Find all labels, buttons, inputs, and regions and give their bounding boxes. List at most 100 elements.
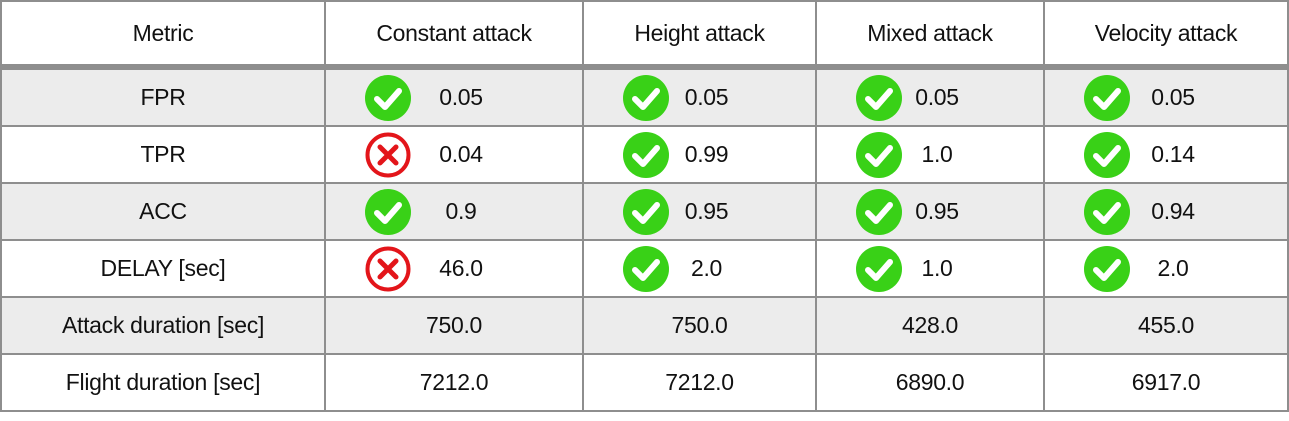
cell-mixed-attack: 1.0 [815,239,1045,298]
x-circle-icon [365,132,411,177]
cell-velocity-attack: 0.94 [1043,182,1289,241]
duration-value: 7212.0 [665,369,734,395]
status-cell: 0.9 [326,184,582,239]
check-circle-icon [623,245,669,292]
check-circle-icon [856,188,902,235]
cell-velocity-attack: 455.0 [1043,296,1289,355]
cell-mixed-attack: 6890.0 [815,353,1045,412]
metric-value: 0.05 [439,84,483,110]
cell-height-attack: 0.95 [582,182,817,241]
table-row: ACC 0.9 0.95 0.95 0.94 [0,182,1289,241]
cell-mixed-attack: 428.0 [815,296,1045,355]
row-label: DELAY [sec] [0,239,326,298]
cell-constant-attack: 7212.0 [324,353,584,412]
cell-height-attack: 7212.0 [582,353,817,412]
duration-value: 455.0 [1137,312,1195,338]
duration-value: 428.0 [901,312,959,338]
metric-value: 0.05 [684,84,729,110]
table-row: FPR 0.05 0.05 0.05 0.05 [0,66,1289,127]
header-metric: Metric [0,0,326,70]
table-row: TPR 0.04 0.99 1.0 0.14 [0,125,1289,184]
cell-constant-attack: 46.0 [324,239,584,298]
cell-height-attack: 0.99 [582,125,817,184]
status-cell: 0.05 [584,70,815,125]
status-cell: 0.04 [326,127,582,182]
cell-mixed-attack: 0.95 [815,182,1045,241]
check-circle-icon [623,74,669,121]
row-label: TPR [0,125,326,184]
x-circle-icon [365,246,411,291]
status-cell: 0.05 [1045,70,1287,125]
metric-value: 0.14 [1151,141,1195,167]
metric-value: 0.99 [684,141,729,167]
cell-constant-attack: 0.05 [324,66,584,127]
metric-value: 2.0 [1157,255,1189,281]
check-circle-icon [365,188,411,235]
check-circle-icon [1084,131,1130,178]
check-circle-icon [1084,74,1130,121]
metric-value: 0.95 [915,198,959,224]
cell-velocity-attack: 2.0 [1043,239,1289,298]
duration-value: 750.0 [425,312,483,338]
duration-value: 750.0 [671,312,728,338]
status-cell: 0.99 [584,127,815,182]
header-row: Metric Constant attack Height attack Mix… [0,0,1289,70]
row-label: Flight duration [sec] [0,353,326,412]
status-cell: 2.0 [1045,241,1287,296]
metric-value: 1.0 [921,141,953,167]
metric-value: 0.94 [1151,198,1195,224]
check-circle-icon [1084,245,1130,292]
metric-value: 46.0 [439,255,483,281]
duration-value: 7212.0 [419,369,489,395]
header-constant-attack: Constant attack [324,0,584,70]
metric-value: 0.9 [445,198,477,224]
duration-value: 6890.0 [895,369,965,395]
check-circle-icon [856,245,902,292]
status-cell: 46.0 [326,241,582,296]
table-row: DELAY [sec] 46.0 2.0 1.0 2.0 [0,239,1289,298]
cell-height-attack: 750.0 [582,296,817,355]
status-cell: 1.0 [817,241,1043,296]
status-cell: 0.14 [1045,127,1287,182]
check-circle-icon [1084,188,1130,235]
cell-velocity-attack: 0.14 [1043,125,1289,184]
row-label: FPR [0,66,326,127]
cell-height-attack: 2.0 [582,239,817,298]
status-cell: 0.95 [584,184,815,239]
table-row: Flight duration [sec] 7212.0 7212.0 6890.0 6… [0,353,1289,412]
status-cell: 0.05 [326,70,582,125]
cell-constant-attack: 0.04 [324,125,584,184]
table-row: Attack duration [sec] 750.0 750.0 428.0 455.… [0,296,1289,355]
table-body: FPR 0.05 0.05 0.05 0.05 TPR 0.04 0.99 1.0 0.14 ACC… [0,66,1289,412]
cell-height-attack: 0.05 [582,66,817,127]
status-cell: 0.94 [1045,184,1287,239]
status-cell: 2.0 [584,241,815,296]
duration-value: 6917.0 [1131,369,1201,395]
cell-velocity-attack: 0.05 [1043,66,1289,127]
row-label: ACC [0,182,326,241]
cell-velocity-attack: 6917.0 [1043,353,1289,412]
check-circle-icon [623,131,669,178]
header-velocity-attack: Velocity attack [1043,0,1289,70]
cell-constant-attack: 0.9 [324,182,584,241]
check-circle-icon [856,131,902,178]
cell-mixed-attack: 0.05 [815,66,1045,127]
metric-value: 0.95 [684,198,729,224]
row-label: Attack duration [sec] [0,296,326,355]
check-circle-icon [856,74,902,121]
cell-mixed-attack: 1.0 [815,125,1045,184]
status-cell: 0.05 [817,70,1043,125]
metric-value: 2.0 [690,255,723,281]
status-cell: 0.95 [817,184,1043,239]
check-circle-icon [365,74,411,121]
header-mixed-attack: Mixed attack [815,0,1045,70]
metric-value: 0.05 [915,84,959,110]
cell-constant-attack: 750.0 [324,296,584,355]
status-cell: 1.0 [817,127,1043,182]
metrics-table: Metric Constant attack Height attack Mix… [0,0,1289,412]
metric-value: 1.0 [921,255,953,281]
metric-value: 0.05 [1151,84,1195,110]
check-circle-icon [623,188,669,235]
metric-value: 0.04 [439,141,483,167]
header-height-attack: Height attack [582,0,817,70]
